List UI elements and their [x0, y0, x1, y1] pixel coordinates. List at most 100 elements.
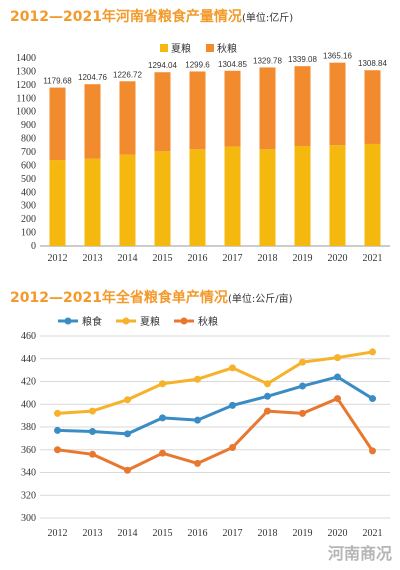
bar-autumn — [294, 66, 311, 146]
x-tick-label: 2014 — [118, 528, 138, 539]
series-line-0 — [57, 375, 374, 436]
y-tick-label: 700 — [21, 147, 36, 158]
x-tick-label: 2014 — [118, 253, 138, 264]
x-tick-label: 2019 — [293, 528, 313, 539]
bar-summer — [119, 154, 136, 246]
y-tick-label: 800 — [21, 134, 36, 145]
legend-marker — [64, 317, 72, 325]
data-point — [54, 409, 61, 417]
x-tick-label: 2020 — [328, 253, 348, 264]
legend-label: 夏粮 — [140, 315, 160, 328]
legend-label: 秋粮 — [217, 42, 237, 55]
bar-total-label: 1304.85 — [218, 60, 247, 69]
y-tick-label: 1200 — [16, 80, 36, 91]
bar-summer — [224, 146, 241, 246]
data-point — [369, 395, 376, 403]
bar-total-label: 1365.16 — [323, 52, 352, 61]
series-line-1 — [57, 350, 373, 415]
y-tick-label: 100 — [21, 228, 36, 239]
chart2-unit: (单位:公斤/亩) — [227, 294, 293, 305]
bar-autumn — [259, 67, 276, 150]
legend-label: 夏粮 — [171, 42, 191, 55]
y-tick-label: 1100 — [16, 93, 36, 104]
watermark-logo: 河南商况 — [328, 540, 392, 564]
bar-total-label: 1299.6 — [185, 60, 210, 69]
y-tick-label: 300 — [21, 513, 36, 524]
bar-autumn — [154, 72, 171, 152]
data-point — [194, 416, 201, 424]
data-point — [299, 409, 306, 417]
legend-label: 粮食 — [82, 315, 102, 328]
data-point — [264, 392, 271, 400]
y-tick-label: 500 — [21, 174, 36, 185]
data-point — [334, 373, 341, 381]
y-tick-label: 300 — [21, 201, 36, 212]
y-tick-label: 440 — [21, 354, 36, 365]
bar-summer — [294, 145, 311, 246]
x-tick-label: 2013 — [83, 253, 103, 264]
bar-autumn — [49, 87, 66, 161]
bar-autumn — [84, 84, 101, 159]
bar-autumn — [119, 81, 136, 155]
y-tick-label: 360 — [21, 445, 36, 456]
x-tick-label: 2015 — [153, 253, 173, 264]
x-tick-label: 2018 — [258, 253, 278, 264]
chart1-title-text: 2012—2021年河南省粮食产量情况 — [10, 9, 242, 25]
data-point — [159, 449, 166, 457]
chart1-svg: 0 100 200 300 400 500 600 700 800 900 1000 1100 1200… — [16, 42, 390, 264]
data-point — [124, 466, 131, 474]
data-point — [264, 407, 271, 415]
data-point — [194, 459, 201, 467]
watermark-text: 河南商况 — [327, 544, 392, 563]
x-tick-label: 2012 — [48, 253, 68, 264]
data-point — [264, 380, 271, 388]
y-tick-label: 400 — [21, 187, 36, 198]
y-tick-label: 0 — [31, 241, 36, 252]
data-point — [369, 348, 376, 356]
y-tick-label: 1000 — [16, 107, 36, 118]
chart1-unit: (单位:亿斤) — [241, 13, 294, 24]
y-tick-label: 380 — [21, 422, 36, 433]
legend-marker — [122, 317, 130, 325]
bar-total-label: 1179.68 — [43, 77, 72, 86]
legend-label: 秋粮 — [198, 315, 218, 328]
y-tick-label: 900 — [21, 120, 36, 131]
bar-summer — [259, 149, 276, 246]
x-tick-label: 2016 — [188, 528, 208, 539]
chart2-title-text: 2012—2021年全省粮食单产情况 — [10, 290, 228, 306]
bar-total-label: 1204.76 — [78, 73, 107, 82]
y-tick-label: 1300 — [16, 66, 36, 77]
data-point — [159, 414, 166, 422]
y-tick-label: 200 — [21, 214, 36, 225]
data-point — [54, 446, 61, 454]
chart1-title: 2012—2021年河南省粮食产量情况(单位:亿斤) — [10, 6, 293, 26]
data-point — [334, 354, 341, 362]
x-tick-label: 2021 — [363, 528, 383, 539]
data-point — [299, 358, 306, 366]
chart2-title: 2012—2021年全省粮食单产情况(单位:公斤/亩) — [10, 287, 292, 307]
x-tick-label: 2015 — [153, 528, 173, 539]
data-point — [229, 443, 236, 451]
bar-autumn — [329, 62, 346, 146]
series-line-2 — [57, 397, 374, 472]
bar-total-label: 1308.84 — [358, 59, 387, 68]
bar-summer — [364, 143, 381, 246]
data-point — [54, 426, 61, 434]
legend-swatch — [206, 44, 214, 52]
bar-summer — [84, 158, 101, 246]
legend-marker — [180, 317, 188, 325]
y-tick-label: 340 — [21, 468, 36, 479]
bar-autumn — [224, 70, 241, 147]
bar-total-label: 1294.04 — [148, 61, 177, 70]
data-point — [89, 450, 96, 458]
y-tick-label: 320 — [21, 490, 36, 501]
x-tick-label: 2016 — [188, 253, 208, 264]
y-tick-label: 420 — [21, 377, 36, 388]
x-tick-label: 2020 — [328, 528, 348, 539]
y-tick-label: 400 — [21, 399, 36, 410]
data-point — [124, 430, 131, 438]
data-point — [334, 395, 341, 403]
bar-summer — [189, 149, 206, 246]
legend-swatch — [160, 44, 168, 52]
